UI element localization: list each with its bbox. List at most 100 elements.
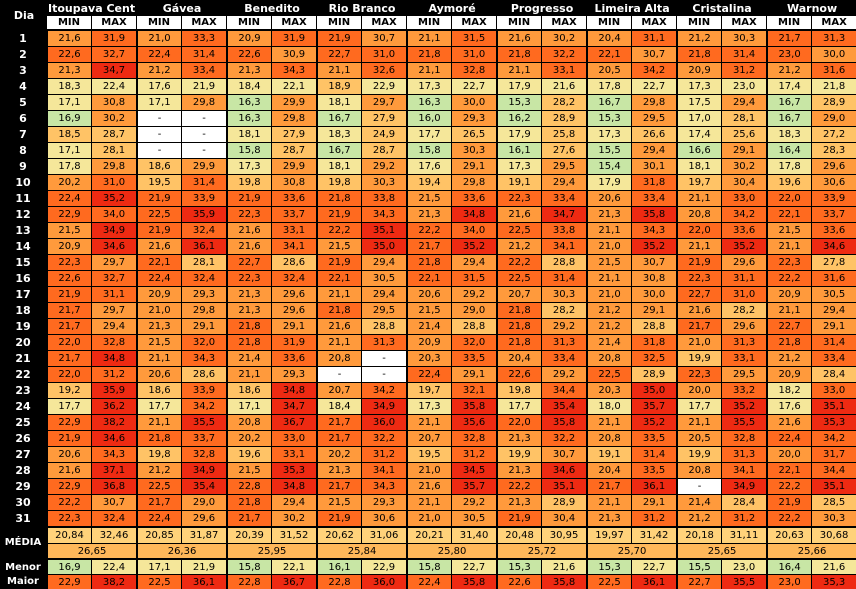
max-cell: 34,4 [541,382,587,398]
media-cell: 20,62 [316,526,362,543]
max-cell: 31,6 [811,270,856,286]
day-label: 15 [0,254,46,270]
min-cell: 17,3 [586,126,632,142]
min-cell: 20,9 [766,286,812,302]
max-cell: 33,7 [811,206,856,222]
max-cell: 29,4 [271,494,317,510]
min-cell: 21,8 [766,334,812,350]
day-label: 28 [0,462,46,478]
min-cell: 21,1 [316,62,362,78]
min-cell: 22,2 [766,270,812,286]
min-cell: 21,8 [496,302,542,318]
max-cell: 29,8 [181,94,227,110]
min-cell: - [136,142,182,158]
max-cell: 35,8 [541,414,587,430]
min-cell: 18,6 [136,382,182,398]
max-cell: 31,0 [91,174,137,190]
min-cell: 21,7 [586,478,632,494]
max-cell: 31,4 [721,46,767,62]
max-cell: 32,6 [361,62,407,78]
max-cell: 31,3 [361,334,407,350]
max-cell: 28,9 [631,366,677,382]
media-geral-cell: 25,65 [676,543,767,558]
maior-cell: 36,7 [271,574,317,589]
max-cell: 33,3 [181,30,227,46]
min-cell: 20,3 [406,350,452,366]
media-label: MÉDIA [4,536,42,548]
min-cell: 19,8 [136,446,182,462]
max-cell: 33,0 [811,382,856,398]
min-cell: 21,8 [406,254,452,270]
max-cell: 29,9 [271,158,317,174]
min-cell: 21,3 [316,462,362,478]
min-cell: 21,2 [586,318,632,334]
table-row: 28 21,6 37,1 21,2 34,9 21,5 35,3 21,3 34,1 21,0 34… [0,462,856,478]
max-cell: 30,2 [541,30,587,46]
max-cell: 33,7 [181,430,227,446]
min-cell: 22,4 [406,366,452,382]
maior-cell: 36,1 [181,574,227,589]
max-cell: 36,7 [271,414,317,430]
max-cell: 34,3 [631,222,677,238]
max-cell: - [181,126,227,142]
max-cell: 29,4 [361,286,407,302]
table-row: 25 22,9 38,2 21,1 35,5 20,8 36,7 21,7 36,0 21,1 35… [0,414,856,430]
day-label: 12 [0,206,46,222]
max-cell: 29,9 [271,94,317,110]
max-cell: 34,9 [361,398,407,414]
max-cell: 29,3 [181,286,227,302]
min-cell: 19,2 [46,382,91,398]
max-cell: 29,9 [181,158,227,174]
max-cell: 33,9 [181,382,227,398]
day-label: 20 [0,334,46,350]
station-header: Cristalina [676,0,766,16]
max-cell: 29,5 [541,158,587,174]
max-cell: 29,0 [451,302,497,318]
min-cell: 20,6 [406,286,452,302]
max-cell: 31,5 [451,30,497,46]
max-cell: 29,7 [91,302,137,318]
min-cell: 21,9 [136,222,182,238]
min-header: MIN [586,16,632,30]
min-cell: 19,8 [226,174,272,190]
max-cell: 30,2 [91,110,137,126]
max-cell: 29,8 [451,174,497,190]
media-geral-row: 26,65 26,36 25,95 25,84 25,80 25,72 25,70 25,65… [0,543,856,558]
max-cell: 29,4 [361,254,407,270]
min-cell: 16,7 [316,142,362,158]
min-cell: 23,0 [766,46,812,62]
station-header: Benedito [226,0,316,16]
max-cell: 28,9 [541,494,587,510]
min-cell: 21,2 [136,62,182,78]
dia-header: Dia [0,0,46,30]
min-cell: 20,0 [676,382,722,398]
max-cell: 35,2 [451,238,497,254]
max-cell: 36,0 [361,414,407,430]
min-cell: 18,4 [316,398,362,414]
min-cell: 20,6 [46,446,91,462]
maior-row: Maior 22,9 38,2 22,5 36,1 22,8 36,7 22,8 36,0 22,… [0,574,856,589]
min-cell: 17,9 [496,126,542,142]
max-cell: 31,2 [631,510,677,526]
day-label: 14 [0,238,46,254]
max-cell: 22,9 [361,78,407,94]
max-cell: 22,4 [91,78,137,94]
media-geral-cell: 26,36 [136,543,227,558]
min-cell: 22,2 [46,494,91,510]
max-cell: 28,7 [91,126,137,142]
max-cell: 31,1 [721,270,767,286]
table-row: 24 17,7 36,2 17,7 34,2 17,1 34,7 18,4 34,9 17,3 35… [0,398,856,414]
min-cell: 19,1 [586,446,632,462]
max-cell: 30,5 [451,510,497,526]
day-label: 11 [0,190,46,206]
min-cell: 18,1 [316,94,362,110]
min-cell: 22,3 [676,366,722,382]
min-cell: 22,8 [226,478,272,494]
min-cell: 22,6 [46,270,91,286]
max-header: MAX [541,16,587,30]
max-header: MAX [271,16,317,30]
max-cell: 30,8 [91,94,137,110]
max-header: MAX [91,16,137,30]
max-cell: 34,8 [271,382,317,398]
media-cell: 30,68 [811,526,856,543]
